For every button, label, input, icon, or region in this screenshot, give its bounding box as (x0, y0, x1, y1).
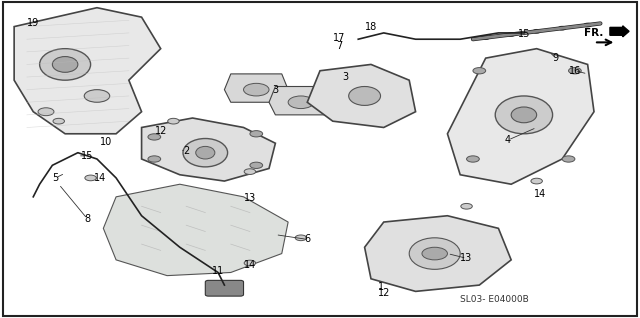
Ellipse shape (40, 49, 91, 80)
Ellipse shape (349, 86, 381, 105)
Ellipse shape (53, 118, 65, 124)
Ellipse shape (533, 30, 540, 33)
Polygon shape (307, 65, 415, 128)
Polygon shape (314, 74, 378, 102)
Ellipse shape (295, 235, 307, 241)
Ellipse shape (85, 175, 97, 181)
Ellipse shape (84, 90, 109, 102)
Ellipse shape (52, 57, 78, 72)
Polygon shape (103, 184, 288, 276)
Polygon shape (447, 49, 594, 184)
Ellipse shape (244, 169, 255, 175)
Polygon shape (269, 86, 333, 115)
Ellipse shape (511, 107, 537, 123)
Ellipse shape (461, 204, 472, 209)
Polygon shape (14, 8, 161, 134)
Ellipse shape (38, 108, 54, 116)
Ellipse shape (409, 238, 460, 269)
Ellipse shape (584, 23, 591, 27)
Ellipse shape (250, 162, 262, 169)
Text: 6: 6 (304, 234, 310, 244)
Polygon shape (365, 216, 511, 291)
Text: 13: 13 (244, 193, 256, 204)
Text: 3: 3 (273, 85, 278, 95)
Ellipse shape (568, 68, 581, 74)
Text: SL03- E04000B: SL03- E04000B (460, 295, 529, 304)
Ellipse shape (196, 146, 215, 159)
Text: 8: 8 (84, 214, 90, 224)
Ellipse shape (183, 139, 228, 167)
Ellipse shape (558, 26, 566, 30)
Ellipse shape (148, 134, 161, 140)
Text: 7: 7 (336, 40, 342, 51)
Text: 10: 10 (100, 137, 113, 147)
Polygon shape (141, 118, 275, 181)
Ellipse shape (508, 33, 515, 36)
Text: 3: 3 (342, 72, 349, 82)
Text: 14: 14 (534, 189, 546, 199)
FancyBboxPatch shape (205, 280, 244, 296)
Ellipse shape (244, 83, 269, 96)
Text: 9: 9 (553, 53, 559, 63)
Text: 5: 5 (52, 173, 59, 183)
Text: 4: 4 (505, 135, 511, 145)
Text: 2: 2 (183, 146, 189, 156)
Ellipse shape (467, 156, 479, 162)
Text: 18: 18 (365, 22, 377, 31)
Text: 12: 12 (378, 288, 390, 298)
Text: 14: 14 (94, 173, 106, 183)
Text: 16: 16 (569, 66, 581, 76)
Ellipse shape (473, 68, 486, 74)
FancyArrow shape (610, 26, 629, 37)
Ellipse shape (482, 36, 490, 39)
Text: 12: 12 (154, 126, 167, 136)
Text: 19: 19 (27, 18, 40, 28)
Ellipse shape (333, 83, 358, 96)
Ellipse shape (250, 131, 262, 137)
Text: 1: 1 (378, 282, 383, 292)
Text: 11: 11 (212, 266, 224, 276)
Text: 15: 15 (81, 151, 93, 161)
Ellipse shape (531, 178, 542, 184)
Ellipse shape (168, 118, 179, 124)
Text: 17: 17 (333, 33, 346, 43)
Text: 13: 13 (460, 253, 473, 263)
Text: 14: 14 (244, 259, 256, 270)
Text: FR.: FR. (584, 28, 604, 38)
Ellipse shape (148, 156, 161, 162)
Text: 15: 15 (518, 30, 530, 39)
Ellipse shape (288, 96, 314, 108)
Polygon shape (225, 74, 288, 102)
Ellipse shape (495, 96, 552, 134)
Ellipse shape (562, 156, 575, 162)
Ellipse shape (422, 247, 447, 260)
Ellipse shape (244, 260, 255, 266)
